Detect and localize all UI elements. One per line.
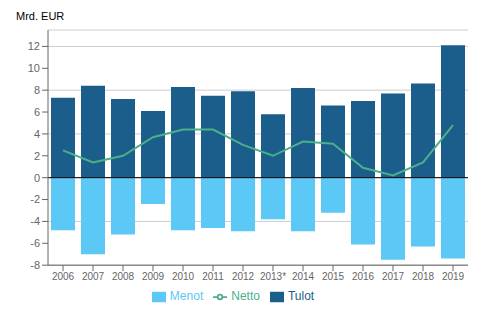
html-text:Tulot: Tulot: [287, 289, 315, 304]
svg-text:2010: 2010: [172, 271, 195, 282]
svg-text:2011: 2011: [202, 271, 224, 282]
svg-text:2013*: 2013*: [260, 271, 286, 282]
svg-text:2019: 2019: [442, 271, 465, 282]
svg-text:2014: 2014: [292, 271, 315, 282]
svg-text:2015: 2015: [322, 271, 345, 282]
html-text:Netto: Netto: [231, 289, 260, 304]
svg-text:2008: 2008: [112, 271, 135, 282]
svg-text:2018: 2018: [412, 271, 435, 282]
svg-text:2012: 2012: [232, 271, 255, 282]
svg-text:2006: 2006: [52, 271, 75, 282]
svg-text:8: 8: [34, 84, 40, 96]
svg-text:12: 12: [28, 40, 40, 52]
svg-text:-4: -4: [30, 215, 40, 227]
html-text:Mrd. EUR: Mrd. EUR: [16, 10, 65, 22]
svg-text:4: 4: [34, 128, 40, 140]
svg-text:-8: -8: [30, 259, 40, 271]
svg-text:2017: 2017: [382, 271, 405, 282]
svg-text:10: 10: [28, 62, 40, 74]
svg-text:2: 2: [34, 150, 40, 162]
svg-text:2007: 2007: [82, 271, 105, 282]
svg-text:-6: -6: [30, 237, 40, 249]
svg-text:2009: 2009: [142, 271, 165, 282]
svg-text:2016: 2016: [352, 271, 375, 282]
svg-text:-2: -2: [30, 193, 40, 205]
svg-text:0: 0: [34, 172, 40, 184]
svg-text:6: 6: [34, 106, 40, 118]
html-text:Menot: Menot: [169, 289, 204, 304]
